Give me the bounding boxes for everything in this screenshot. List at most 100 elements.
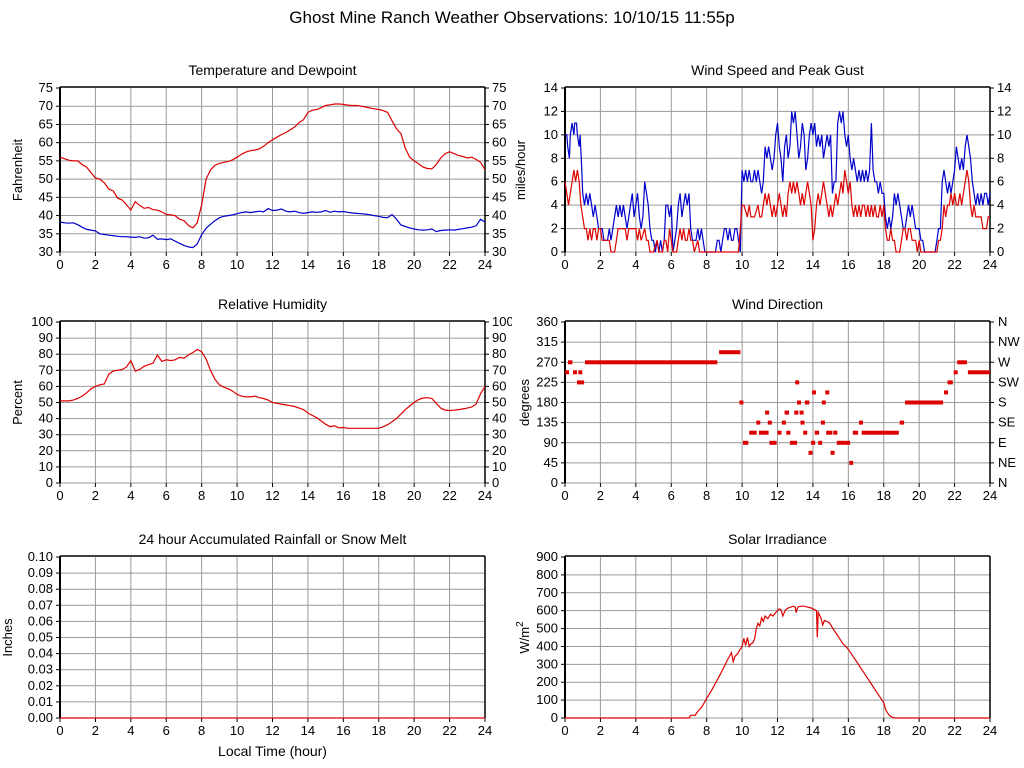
svg-text:18: 18: [372, 488, 386, 503]
svg-text:18: 18: [372, 257, 386, 272]
svg-text:8: 8: [703, 257, 710, 272]
svg-text:6: 6: [668, 257, 675, 272]
svg-text:20: 20: [407, 257, 421, 272]
svg-text:Wind Direction: Wind Direction: [732, 296, 823, 312]
svg-text:10: 10: [230, 723, 244, 738]
svg-text:2: 2: [597, 488, 604, 503]
svg-text:N: N: [998, 475, 1007, 490]
svg-text:14: 14: [301, 488, 315, 503]
svg-text:6: 6: [997, 174, 1004, 189]
svg-text:18: 18: [877, 257, 891, 272]
svg-text:22: 22: [947, 723, 961, 738]
svg-text:W: W: [998, 354, 1011, 369]
svg-text:Local Time (hour): Local Time (hour): [218, 743, 327, 759]
svg-text:4: 4: [551, 197, 558, 212]
svg-text:8: 8: [198, 257, 205, 272]
svg-text:14: 14: [301, 257, 315, 272]
svg-text:100: 100: [492, 314, 512, 329]
svg-text:Solar Irradiance: Solar Irradiance: [728, 531, 827, 547]
svg-text:14: 14: [806, 488, 820, 503]
svg-text:80: 80: [39, 346, 53, 361]
svg-text:0.05: 0.05: [28, 630, 53, 645]
svg-text:0.10: 0.10: [28, 549, 53, 564]
svg-text:2: 2: [597, 257, 604, 272]
svg-text:4: 4: [127, 723, 134, 738]
svg-text:6: 6: [668, 723, 675, 738]
svg-text:24: 24: [983, 723, 997, 738]
svg-text:12: 12: [544, 103, 558, 118]
svg-text:800: 800: [536, 567, 558, 582]
svg-text:60: 60: [39, 378, 53, 393]
svg-text:22: 22: [947, 488, 961, 503]
svg-text:0: 0: [551, 244, 558, 259]
svg-text:35: 35: [492, 226, 506, 241]
svg-text:6: 6: [163, 488, 170, 503]
svg-text:10: 10: [735, 257, 749, 272]
svg-text:10: 10: [230, 488, 244, 503]
svg-text:0: 0: [56, 488, 63, 503]
svg-text:50: 50: [492, 171, 506, 186]
svg-text:0.00: 0.00: [28, 710, 53, 725]
svg-text:12: 12: [770, 488, 784, 503]
svg-text:90: 90: [544, 435, 558, 450]
svg-text:8: 8: [551, 150, 558, 165]
svg-text:10: 10: [492, 459, 506, 474]
svg-text:90: 90: [39, 330, 53, 345]
svg-text:8: 8: [198, 488, 205, 503]
svg-text:22: 22: [442, 488, 456, 503]
svg-text:75: 75: [492, 80, 506, 95]
svg-text:22: 22: [442, 723, 456, 738]
svg-text:0: 0: [46, 475, 53, 490]
svg-text:6: 6: [163, 723, 170, 738]
svg-text:0.01: 0.01: [28, 694, 53, 709]
svg-text:4: 4: [997, 197, 1004, 212]
svg-text:E: E: [998, 435, 1007, 450]
svg-text:NE: NE: [998, 455, 1016, 470]
svg-text:30: 30: [39, 244, 53, 259]
svg-text:22: 22: [442, 257, 456, 272]
chart-rainfall: 0 2 4 6 8 10 12 14 16 18 20 22 240.000.010.020.030.0…: [0, 531, 492, 759]
svg-text:600: 600: [536, 603, 558, 618]
svg-text:24: 24: [478, 723, 492, 738]
svg-text:10: 10: [230, 257, 244, 272]
svg-text:12: 12: [265, 723, 279, 738]
svg-text:0: 0: [561, 488, 568, 503]
svg-text:360: 360: [536, 314, 558, 329]
svg-text:18: 18: [372, 723, 386, 738]
svg-text:65: 65: [39, 116, 53, 131]
svg-text:200: 200: [536, 674, 558, 689]
svg-text:degrees: degrees: [517, 379, 532, 426]
svg-text:135: 135: [536, 415, 558, 430]
svg-text:2: 2: [597, 723, 604, 738]
svg-text:900: 900: [536, 549, 558, 564]
svg-text:10: 10: [735, 488, 749, 503]
svg-text:20: 20: [492, 443, 506, 458]
svg-text:0.02: 0.02: [28, 678, 53, 693]
svg-text:4: 4: [632, 723, 639, 738]
svg-text:50: 50: [492, 395, 506, 410]
svg-text:4: 4: [127, 257, 134, 272]
svg-text:0: 0: [492, 475, 499, 490]
svg-text:60: 60: [39, 135, 53, 150]
svg-text:2: 2: [92, 488, 99, 503]
svg-text:40: 40: [39, 411, 53, 426]
svg-text:24 hour Accumulated Rainfall o: 24 hour Accumulated Rainfall or Snow Mel…: [139, 531, 407, 547]
svg-text:0.06: 0.06: [28, 613, 53, 628]
svg-text:0: 0: [997, 244, 1004, 259]
svg-text:0: 0: [561, 257, 568, 272]
svg-text:55: 55: [39, 153, 53, 168]
svg-text:12: 12: [770, 723, 784, 738]
svg-text:Wind Speed and Peak Gust: Wind Speed and Peak Gust: [691, 62, 864, 78]
svg-text:16: 16: [841, 257, 855, 272]
svg-text:6: 6: [163, 257, 170, 272]
svg-text:70: 70: [492, 362, 506, 377]
svg-text:20: 20: [912, 488, 926, 503]
svg-text:60: 60: [492, 378, 506, 393]
svg-text:30: 30: [39, 427, 53, 442]
svg-text:8: 8: [703, 723, 710, 738]
page-title: Ghost Mine Ranch Weather Observations: 1…: [289, 8, 735, 27]
svg-text:NW: NW: [998, 334, 1020, 349]
svg-text:10: 10: [544, 127, 558, 142]
